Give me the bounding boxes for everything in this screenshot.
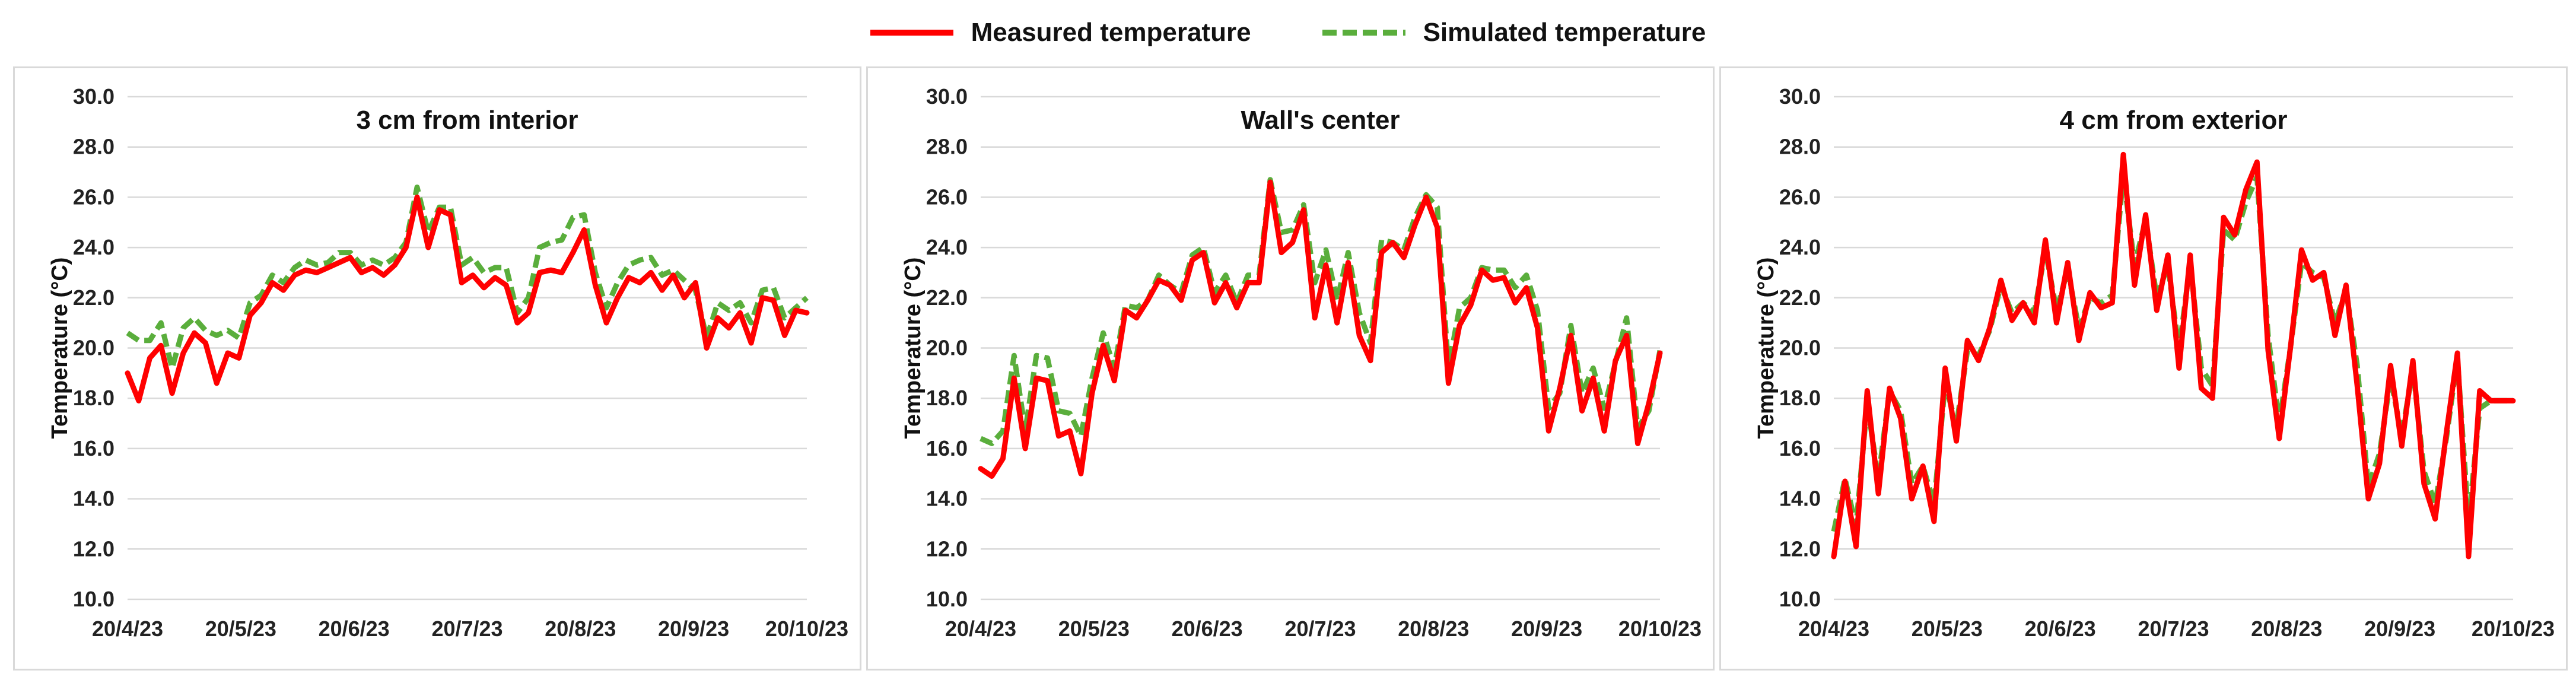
ytick-interior-5: 20.0: [73, 336, 115, 360]
ytick-center-5: 20.0: [926, 336, 968, 360]
xtick-center-1: 20/5/23: [1058, 617, 1130, 641]
xtick-exterior-5: 20/9/23: [2364, 617, 2435, 641]
xtick-exterior-1: 20/5/23: [1912, 617, 1983, 641]
ytick-interior-0: 10.0: [73, 587, 115, 611]
xtick-center-6: 20/10/23: [1618, 617, 1702, 641]
ytick-exterior-7: 24.0: [1779, 235, 1821, 259]
xtick-center-2: 20/6/23: [1172, 617, 1243, 641]
xtick-center-0: 20/4/23: [945, 617, 1016, 641]
ytick-exterior-2: 14.0: [1779, 487, 1821, 511]
ytick-exterior-5: 20.0: [1779, 336, 1821, 360]
ytick-exterior-10: 30.0: [1779, 84, 1821, 109]
legend-swatch-simulated: [1322, 30, 1405, 36]
ytick-interior-6: 22.0: [73, 285, 115, 310]
xtick-center-4: 20/8/23: [1398, 617, 1469, 641]
chart-center: 10.0 12.0 14.0 16.0 18.0 20.0 22.0 24.0 26.0 28.0…: [901, 84, 1702, 641]
series-measured-center: [978, 179, 1663, 479]
ytick-exterior-8: 26.0: [1779, 185, 1821, 209]
chart-title-interior: 3 cm from interior: [356, 106, 578, 135]
series-measured-interior: [125, 194, 810, 403]
ytick-exterior-6: 22.0: [1779, 285, 1821, 310]
chart-title-center: Wall's center: [1241, 106, 1400, 135]
ytick-interior-1: 12.0: [73, 536, 115, 561]
ylabel-exterior: Temperature (°C): [1754, 258, 1779, 439]
ylabel-interior: Temperature (°C): [47, 258, 72, 439]
chart-panel-interior: 10.0 12.0 14.0 16.0 18.0 20.0 22.0 24.0 26.0 28.0…: [13, 66, 861, 671]
xtick-interior-5: 20/9/23: [658, 617, 729, 641]
ytick-interior-3: 16.0: [73, 436, 115, 460]
ytick-interior-10: 30.0: [73, 84, 115, 109]
xtick-interior-6: 20/10/23: [765, 617, 848, 641]
xtick-center-5: 20/9/23: [1511, 617, 1582, 641]
ytick-interior-8: 26.0: [73, 185, 115, 209]
series-measured-exterior: [1831, 151, 2516, 560]
ytick-exterior-9: 28.0: [1779, 135, 1821, 159]
xtick-interior-4: 20/8/23: [545, 617, 616, 641]
xtick-interior-1: 20/5/23: [205, 617, 276, 641]
ytick-center-1: 12.0: [926, 536, 968, 561]
xtick-exterior-6: 20/10/23: [2472, 617, 2555, 641]
ytick-center-7: 24.0: [926, 235, 968, 259]
xtick-interior-3: 20/7/23: [431, 617, 503, 641]
chart-title-exterior: 4 cm from exterior: [2060, 106, 2288, 135]
ytick-center-2: 14.0: [926, 487, 968, 511]
ytick-center-6: 22.0: [926, 285, 968, 310]
legend-item-simulated: Simulated temperature: [1322, 18, 1706, 47]
chart-interior: 10.0 12.0 14.0 16.0 18.0 20.0 22.0 24.0 26.0 28.0…: [47, 84, 848, 641]
ytick-center-8: 26.0: [926, 185, 968, 209]
ytick-exterior-4: 18.0: [1779, 386, 1821, 410]
legend-item-measured: Measured temperature: [870, 18, 1251, 47]
legend-swatch-measured: [870, 30, 953, 36]
xtick-interior-0: 20/4/23: [92, 617, 163, 641]
ytick-center-4: 18.0: [926, 386, 968, 410]
ytick-center-10: 30.0: [926, 84, 968, 109]
xtick-interior-2: 20/6/23: [319, 617, 390, 641]
ytick-exterior-1: 12.0: [1779, 536, 1821, 561]
ytick-interior-4: 18.0: [73, 386, 115, 410]
ytick-center-3: 16.0: [926, 436, 968, 460]
legend-label-simulated: Simulated temperature: [1423, 18, 1706, 47]
ytick-interior-2: 14.0: [73, 487, 115, 511]
ytick-center-0: 10.0: [926, 587, 968, 611]
ytick-exterior-3: 16.0: [1779, 436, 1821, 460]
legend-label-measured: Measured temperature: [971, 18, 1251, 47]
ytick-interior-9: 28.0: [73, 135, 115, 159]
chart-panel-center: 10.0 12.0 14.0 16.0 18.0 20.0 22.0 24.0 26.0 28.0…: [866, 66, 1715, 671]
xtick-exterior-2: 20/6/23: [2025, 617, 2096, 641]
ytick-center-9: 28.0: [926, 135, 968, 159]
xtick-exterior-4: 20/8/23: [2251, 617, 2322, 641]
ytick-exterior-0: 10.0: [1779, 587, 1821, 611]
xtick-center-3: 20/7/23: [1284, 617, 1356, 641]
legend: Measured temperature Simulated temperatu…: [0, 0, 2576, 65]
chart-exterior: 10.0 12.0 14.0 16.0 18.0 20.0 22.0 24.0 26.0 28.0…: [1754, 84, 2555, 641]
xtick-exterior-0: 20/4/23: [1798, 617, 1869, 641]
xtick-exterior-3: 20/7/23: [2138, 617, 2209, 641]
ytick-interior-7: 24.0: [73, 235, 115, 259]
ylabel-center: Temperature (°C): [901, 258, 926, 439]
chart-panel-exterior: 10.0 12.0 14.0 16.0 18.0 20.0 22.0 24.0 26.0 28.0…: [1719, 66, 2568, 671]
